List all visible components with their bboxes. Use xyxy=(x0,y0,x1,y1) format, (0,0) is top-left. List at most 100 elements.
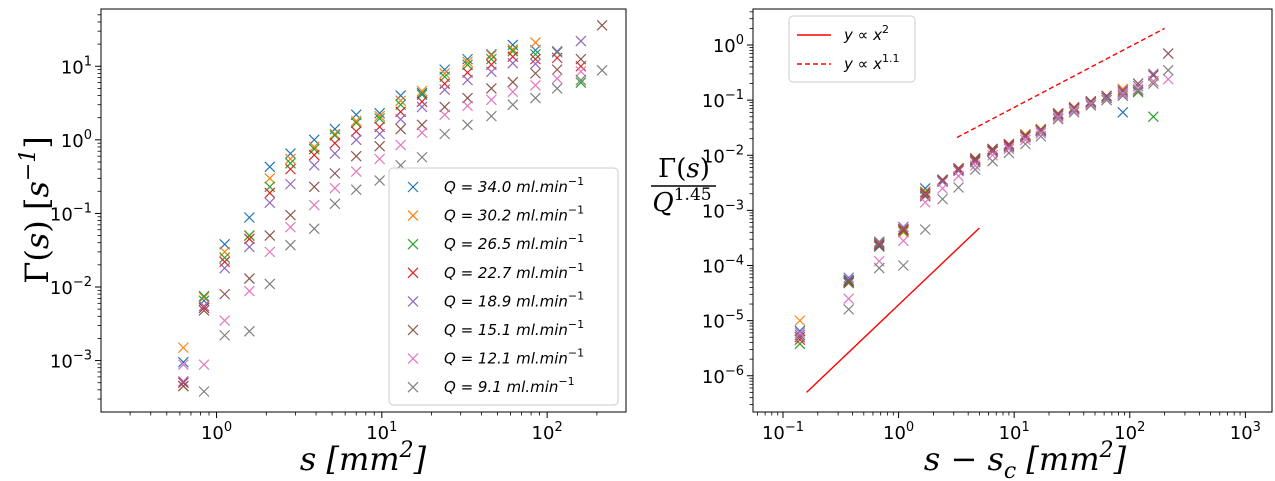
data-point xyxy=(530,92,541,104)
y-tick-label: 100 xyxy=(61,128,92,152)
data-point xyxy=(329,182,341,194)
series-8 xyxy=(198,64,608,397)
y-tick-label: 10−4 xyxy=(702,254,744,278)
data-point xyxy=(1068,102,1080,114)
data-point xyxy=(308,181,320,193)
data-point xyxy=(462,59,473,71)
data-point xyxy=(243,212,255,223)
x-tick-label: 101 xyxy=(999,420,1030,444)
data-point xyxy=(794,327,806,339)
data-point xyxy=(416,87,428,99)
data-point xyxy=(329,148,341,160)
axes-frame xyxy=(100,8,627,413)
y-tick-label: 10−1 xyxy=(702,88,744,112)
data-point xyxy=(329,198,341,210)
data-point xyxy=(530,44,541,56)
data-point xyxy=(329,129,341,141)
data-point xyxy=(1117,85,1129,96)
data-point xyxy=(198,300,210,312)
data-point xyxy=(198,302,210,314)
data-point xyxy=(1019,134,1031,146)
series-8 xyxy=(843,64,1174,315)
data-point xyxy=(1052,110,1064,122)
data-point xyxy=(919,187,931,199)
legend-marker xyxy=(407,181,419,193)
data-point xyxy=(219,252,231,264)
data-point xyxy=(177,359,189,371)
series-6 xyxy=(794,48,1174,343)
data-point xyxy=(485,66,497,78)
data-point xyxy=(485,110,497,122)
data-point xyxy=(177,376,189,387)
data-point xyxy=(329,137,341,149)
data-point xyxy=(551,46,563,58)
data-point xyxy=(596,64,608,76)
data-point xyxy=(794,329,806,341)
data-point xyxy=(462,92,473,104)
data-point xyxy=(1162,73,1174,85)
y-axis-label: Γ(s) [s−1] xyxy=(16,136,56,284)
data-point xyxy=(843,274,855,286)
data-point xyxy=(285,209,296,221)
data-point xyxy=(843,277,855,289)
data-point xyxy=(1117,106,1129,118)
data-point xyxy=(507,76,519,88)
x-tick-label: 100 xyxy=(201,420,232,444)
data-point xyxy=(1147,78,1159,89)
data-point xyxy=(575,53,587,65)
y-tick-label: 101 xyxy=(61,54,92,78)
data-point xyxy=(1162,64,1174,76)
data-point xyxy=(485,50,497,61)
data-point xyxy=(897,235,909,247)
legend-marker xyxy=(407,324,419,336)
data-point xyxy=(350,117,362,129)
data-point xyxy=(919,186,931,197)
data-point xyxy=(953,165,964,177)
data-point xyxy=(843,276,855,288)
data-point xyxy=(873,239,885,250)
data-point xyxy=(416,119,428,131)
data-point xyxy=(485,94,497,106)
data-point xyxy=(1147,111,1159,123)
data-point xyxy=(530,58,541,70)
data-point xyxy=(969,160,981,171)
data-point xyxy=(264,246,276,258)
data-point xyxy=(374,153,386,165)
data-point xyxy=(308,149,320,161)
x-axis-label: s − sc [mm2] xyxy=(924,438,1127,481)
data-point xyxy=(395,139,407,151)
data-point xyxy=(897,223,909,235)
minor-ticks xyxy=(749,11,1241,416)
data-point xyxy=(264,172,276,184)
data-point xyxy=(395,95,407,107)
legend-entry: Q = 30.2 ml.min−1 xyxy=(444,204,584,225)
data-point xyxy=(285,221,296,233)
reference-line xyxy=(806,227,980,393)
data-point xyxy=(1052,108,1064,120)
data-point xyxy=(285,178,296,190)
data-point xyxy=(485,82,497,94)
data-point xyxy=(1117,86,1129,98)
data-point xyxy=(897,225,909,237)
data-point xyxy=(873,240,885,251)
data-point xyxy=(1101,94,1113,106)
legend-marker xyxy=(407,210,419,222)
data-point xyxy=(439,67,451,79)
data-point xyxy=(243,273,255,285)
data-point xyxy=(843,303,855,315)
data-point xyxy=(395,113,407,125)
series-5 xyxy=(794,68,1159,341)
data-point xyxy=(243,285,255,297)
data-point xyxy=(987,146,998,158)
data-point xyxy=(350,166,362,178)
data-point xyxy=(308,159,320,171)
data-point xyxy=(350,150,362,162)
data-point xyxy=(551,73,563,85)
data-point xyxy=(177,342,189,354)
data-point xyxy=(198,386,210,397)
data-point xyxy=(219,288,231,300)
data-point xyxy=(485,53,497,65)
data-point xyxy=(530,67,541,79)
data-point xyxy=(596,19,608,31)
